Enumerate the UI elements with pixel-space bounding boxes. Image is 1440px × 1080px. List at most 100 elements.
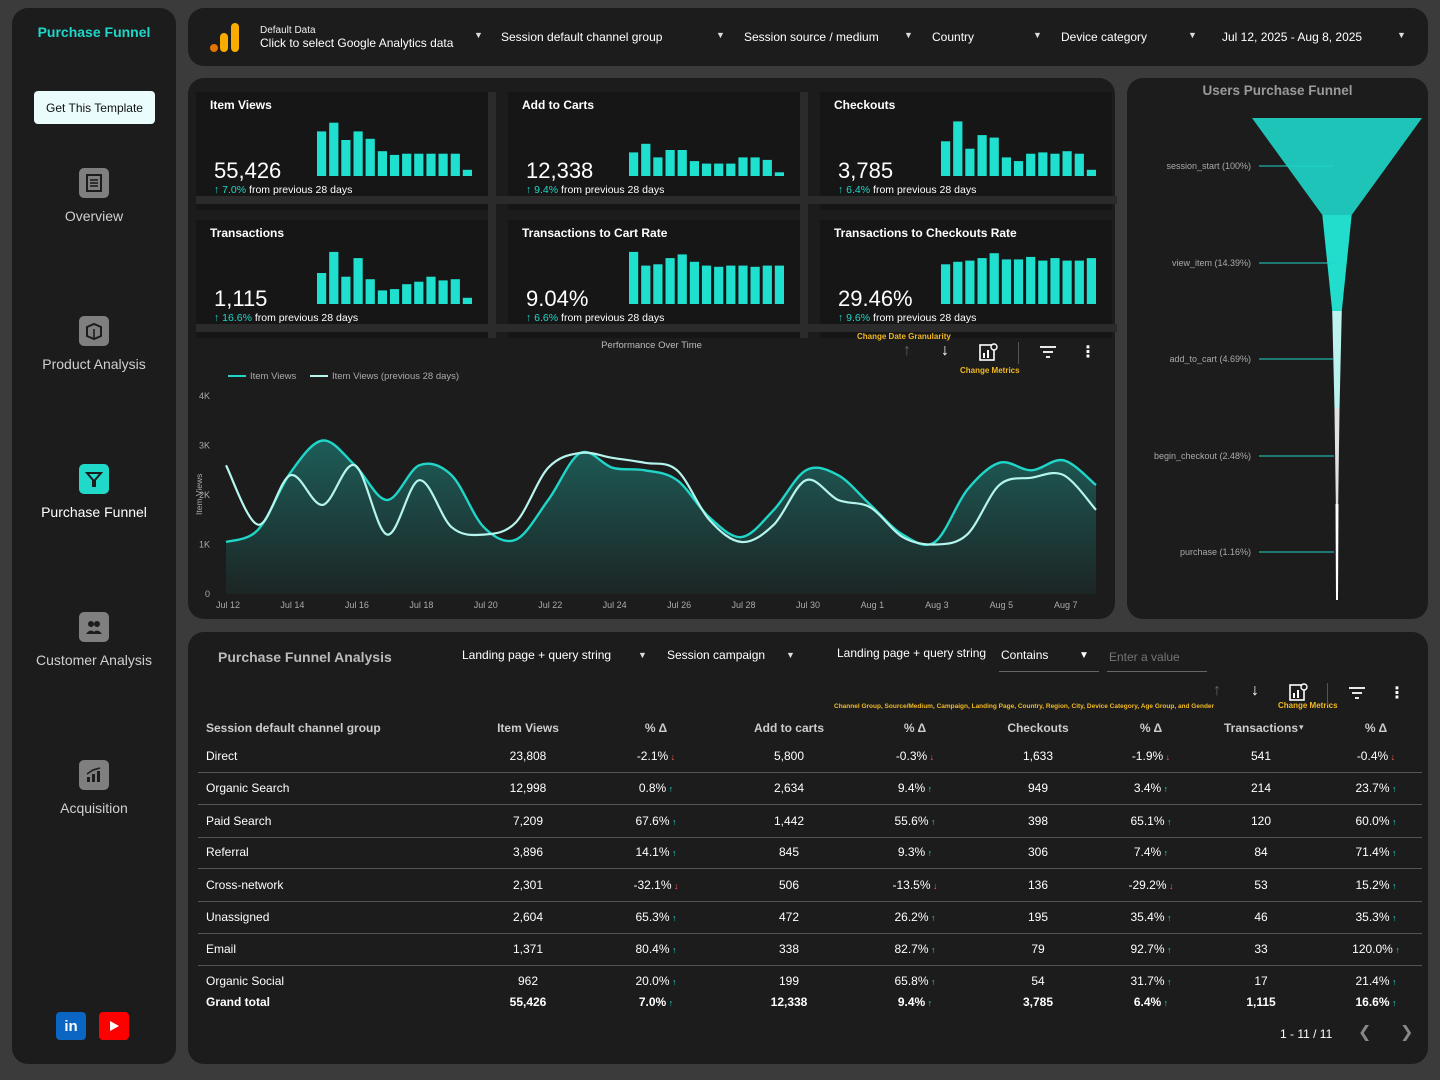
nav-acquisition[interactable]: Acquisition (12, 760, 176, 816)
linkedin-icon[interactable]: in (56, 1012, 86, 1040)
kpi-divider (196, 324, 1117, 332)
kpi-card: Transactions to Checkouts Rate 29.46% ↑ … (820, 220, 1112, 338)
filter-device-category[interactable]: Device category (1061, 30, 1148, 44)
arrow-up-icon: ↑ (1389, 913, 1397, 923)
dimension-select-landing[interactable]: Landing page + query string (462, 648, 612, 662)
chevron-down-icon[interactable]: ▼ (716, 30, 725, 40)
more-options-icon[interactable]: ⋮ (1080, 344, 1096, 361)
arrow-up-icon: ↑ (1164, 945, 1172, 955)
date-range-picker[interactable]: Jul 12, 2025 - Aug 8, 2025 (1222, 30, 1363, 44)
column-header[interactable]: Item Views (497, 721, 559, 735)
spark-bar (329, 122, 339, 176)
arrow-up-icon[interactable]: ↑ (1213, 682, 1221, 699)
arrow-up-icon: ↑ (925, 784, 933, 794)
pagination-label: 1 - 11 / 11 (1280, 1027, 1333, 1041)
bar-chart-icon (79, 760, 109, 790)
x-tick-label: Jul 18 (409, 600, 433, 610)
funnel-step-label: view_item (14.39%) (1172, 258, 1251, 268)
table-cell: 35.3% ↑ (1355, 910, 1397, 924)
sort-desc-icon[interactable]: ▾ (1299, 722, 1304, 732)
y-tick-label: 0 (205, 589, 210, 599)
filter-icon[interactable] (1347, 683, 1367, 708)
more-options-icon[interactable]: ⋮ (1389, 685, 1405, 702)
chevron-down-icon[interactable]: ▼ (1033, 30, 1042, 40)
table-cell: 120 (1250, 814, 1272, 828)
filter-country[interactable]: Country (932, 30, 975, 44)
column-header[interactable]: Checkouts (1007, 721, 1069, 735)
table-cell: 3,896 (512, 845, 544, 859)
metrics-selector-icon[interactable] (1288, 683, 1308, 708)
table-cell: 1,633 (1022, 749, 1054, 763)
table-cell: 949 (1027, 781, 1049, 795)
nav-overview[interactable]: Overview (12, 168, 176, 224)
table-cell: 0.8% ↑ (638, 781, 674, 795)
spark-bar (1050, 258, 1060, 304)
chevron-down-icon[interactable]: ▼ (474, 30, 483, 40)
table-cell: 54 (1031, 974, 1045, 988)
table-cell: 20.0% ↑ (635, 974, 677, 988)
kpi-divider (800, 92, 808, 338)
funnel-chart: session_start (100%) view_item (14.39%) ad… (1154, 118, 1422, 600)
column-header[interactable]: Session default channel group (206, 721, 381, 735)
filter-channel-group[interactable]: Session default channel group (501, 30, 663, 44)
total-cell: 1,115 (1246, 995, 1276, 1009)
arrow-up-icon: ↑ (666, 784, 674, 794)
prev-page-icon[interactable]: ❮ (1358, 1024, 1372, 1041)
nav-product-analysis[interactable]: Product Analysis (12, 316, 176, 372)
spark-bar (977, 135, 987, 176)
arrow-down-icon[interactable]: ↓ (941, 342, 949, 359)
arrow-up-icon[interactable]: ↑ (903, 342, 911, 359)
next-page-icon[interactable]: ❯ (1400, 1024, 1414, 1041)
column-header[interactable]: Add to carts (753, 721, 824, 735)
get-template-button[interactable]: Get This Template (34, 91, 155, 124)
report-title: Purchase Funnel (37, 24, 151, 40)
spark-bar (738, 157, 748, 176)
funnel-segment (1322, 215, 1352, 311)
y-tick-label: 3K (199, 441, 210, 451)
table-cell: 23.7% ↑ (1355, 781, 1397, 795)
dimension-select-campaign[interactable]: Session campaign (667, 648, 766, 662)
filter-operator-select[interactable]: Contains ▼ (999, 642, 1099, 672)
row-divider (198, 965, 1422, 966)
metrics-selector-icon[interactable] (978, 343, 998, 368)
kpi-card: Transactions to Cart Rate 9.04% ↑ 6.6% f… (508, 220, 800, 338)
chevron-down-icon[interactable]: ▼ (1188, 30, 1197, 40)
change-metrics-label: Change Metrics (960, 366, 1020, 375)
document-icon (79, 168, 109, 198)
filter-value-input[interactable] (1107, 642, 1207, 672)
chevron-down-icon[interactable]: ▼ (786, 650, 795, 660)
spark-bar (414, 281, 424, 304)
total-cell: 16.6% ↑ (1355, 995, 1397, 1009)
series-line-item-views-previous (225, 451, 1097, 546)
table-cell: 541 (1250, 749, 1272, 763)
row-label: Email (206, 942, 237, 956)
filter-source-medium[interactable]: Session source / medium (744, 30, 879, 44)
kpi-value: 55,426 (214, 158, 282, 183)
youtube-icon[interactable] (99, 1012, 129, 1040)
nav-purchase-funnel[interactable]: Purchase Funnel (12, 464, 176, 520)
datasource-selector[interactable]: Click to select Google Analytics data (260, 36, 454, 50)
kpi-sparkbars (317, 251, 472, 304)
x-tick-label: Jul 20 (474, 600, 498, 610)
chevron-down-icon[interactable]: ▼ (1397, 30, 1406, 40)
chevron-down-icon[interactable]: ▼ (904, 30, 913, 40)
spark-bar (629, 251, 639, 304)
arrow-down-icon[interactable]: ↓ (1251, 682, 1259, 699)
column-header[interactable]: % Δ (1139, 721, 1163, 735)
spark-bar (402, 284, 412, 304)
spark-bar (941, 141, 951, 176)
row-label: Organic Search (206, 781, 290, 795)
nav-label: Customer Analysis (36, 652, 152, 668)
column-header[interactable]: Transactions (1223, 721, 1299, 735)
funnel-icon (79, 464, 109, 494)
kpi-sparkbars (317, 122, 472, 176)
nav-customer-analysis[interactable]: Customer Analysis (12, 612, 176, 668)
spark-bar (762, 159, 772, 176)
y-axis-label: Item Views (194, 474, 204, 515)
column-header[interactable]: % Δ (1364, 721, 1388, 735)
filter-icon[interactable] (1038, 342, 1058, 367)
column-header[interactable]: % Δ (903, 721, 927, 735)
column-header[interactable]: % Δ (644, 721, 668, 735)
toolbar-divider (1018, 342, 1019, 364)
chevron-down-icon[interactable]: ▼ (638, 650, 647, 660)
